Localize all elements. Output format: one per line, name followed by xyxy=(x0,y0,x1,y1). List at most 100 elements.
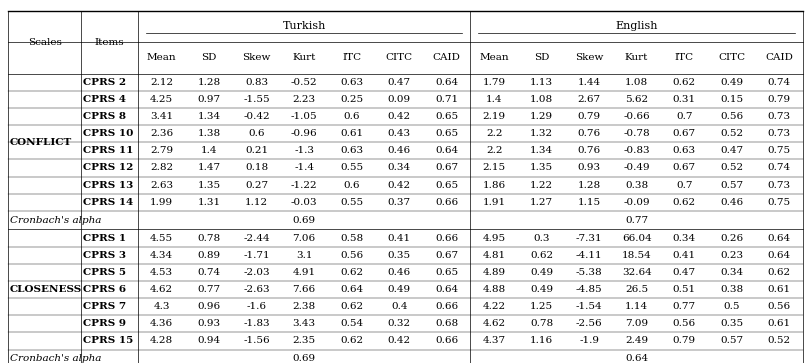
Text: 0.65: 0.65 xyxy=(435,268,458,277)
Text: 4.25: 4.25 xyxy=(150,95,174,104)
Text: 2.79: 2.79 xyxy=(150,146,174,155)
Text: 0.79: 0.79 xyxy=(767,95,791,104)
Text: 0.65: 0.65 xyxy=(435,129,458,138)
Text: 0.66: 0.66 xyxy=(435,198,458,207)
Text: 0.67: 0.67 xyxy=(672,129,696,138)
Text: 0.69: 0.69 xyxy=(293,354,315,363)
Text: 0.6: 0.6 xyxy=(343,112,360,121)
Text: 4.88: 4.88 xyxy=(483,285,506,294)
Text: 2.82: 2.82 xyxy=(150,163,174,172)
Text: CPRS 8: CPRS 8 xyxy=(83,112,126,121)
Text: -7.31: -7.31 xyxy=(576,233,603,242)
Text: 0.49: 0.49 xyxy=(530,268,553,277)
Text: -0.09: -0.09 xyxy=(624,198,650,207)
Text: 0.75: 0.75 xyxy=(767,146,791,155)
Text: -2.56: -2.56 xyxy=(576,319,603,328)
Text: 0.64: 0.64 xyxy=(435,78,458,87)
Text: 26.5: 26.5 xyxy=(625,285,648,294)
Text: 5.62: 5.62 xyxy=(625,95,648,104)
Text: 2.19: 2.19 xyxy=(483,112,506,121)
Text: 0.83: 0.83 xyxy=(245,78,268,87)
Text: 0.21: 0.21 xyxy=(245,146,268,155)
Text: 0.96: 0.96 xyxy=(198,302,221,311)
Text: 0.77: 0.77 xyxy=(625,216,648,225)
Text: 3.1: 3.1 xyxy=(296,251,312,260)
Text: 0.73: 0.73 xyxy=(767,112,791,121)
Text: 0.52: 0.52 xyxy=(767,337,791,346)
Text: 0.64: 0.64 xyxy=(767,251,791,260)
Text: 0.64: 0.64 xyxy=(340,285,363,294)
Text: 0.56: 0.56 xyxy=(767,302,791,311)
Text: 0.51: 0.51 xyxy=(672,285,696,294)
Text: Turkish: Turkish xyxy=(282,21,326,32)
Text: 0.46: 0.46 xyxy=(388,146,410,155)
Text: -0.49: -0.49 xyxy=(624,163,650,172)
Text: SD: SD xyxy=(534,53,549,62)
Text: CPRS 12: CPRS 12 xyxy=(83,163,133,172)
Text: CPRS 14: CPRS 14 xyxy=(83,198,133,207)
Text: 0.7: 0.7 xyxy=(676,112,693,121)
Text: 0.47: 0.47 xyxy=(388,78,410,87)
Text: 1.08: 1.08 xyxy=(625,78,648,87)
Text: 0.79: 0.79 xyxy=(577,112,601,121)
Text: 0.52: 0.52 xyxy=(720,129,743,138)
Text: 4.95: 4.95 xyxy=(483,233,506,242)
Text: 2.63: 2.63 xyxy=(150,181,174,189)
Text: 0.57: 0.57 xyxy=(720,337,743,346)
Text: -1.55: -1.55 xyxy=(243,95,270,104)
Text: 0.77: 0.77 xyxy=(198,285,221,294)
Text: 0.46: 0.46 xyxy=(388,268,410,277)
Text: 0.71: 0.71 xyxy=(435,95,458,104)
Text: 1.31: 1.31 xyxy=(198,198,221,207)
Text: CPRS 7: CPRS 7 xyxy=(83,302,126,311)
Text: CPRS 5: CPRS 5 xyxy=(83,268,126,277)
Text: 0.38: 0.38 xyxy=(625,181,648,189)
Text: ITC: ITC xyxy=(342,53,361,62)
Text: 1.4: 1.4 xyxy=(486,95,502,104)
Text: -1.83: -1.83 xyxy=(243,319,270,328)
Text: 0.66: 0.66 xyxy=(435,233,458,242)
Text: 3.41: 3.41 xyxy=(150,112,174,121)
Text: 2.15: 2.15 xyxy=(483,163,506,172)
Text: 4.22: 4.22 xyxy=(483,302,506,311)
Text: 0.52: 0.52 xyxy=(720,163,743,172)
Text: 0.66: 0.66 xyxy=(435,337,458,346)
Text: 0.73: 0.73 xyxy=(767,181,791,189)
Text: 0.42: 0.42 xyxy=(388,112,410,121)
Text: 1.4: 1.4 xyxy=(201,146,217,155)
Text: 2.2: 2.2 xyxy=(486,129,502,138)
Text: 1.27: 1.27 xyxy=(530,198,553,207)
Text: Mean: Mean xyxy=(479,53,509,62)
Text: 0.56: 0.56 xyxy=(672,319,696,328)
Text: Kurt: Kurt xyxy=(293,53,315,62)
Text: -4.85: -4.85 xyxy=(576,285,603,294)
Text: 1.47: 1.47 xyxy=(198,163,221,172)
Text: CPRS 3: CPRS 3 xyxy=(83,251,126,260)
Text: 4.36: 4.36 xyxy=(150,319,174,328)
Text: 1.08: 1.08 xyxy=(530,95,553,104)
Text: 0.32: 0.32 xyxy=(388,319,410,328)
Text: 0.47: 0.47 xyxy=(672,268,696,277)
Text: 2.67: 2.67 xyxy=(577,95,601,104)
Text: 0.34: 0.34 xyxy=(720,268,743,277)
Text: 4.81: 4.81 xyxy=(483,251,506,260)
Text: CPRS 4: CPRS 4 xyxy=(83,95,126,104)
Text: 0.64: 0.64 xyxy=(767,233,791,242)
Text: 0.31: 0.31 xyxy=(672,95,696,104)
Text: 0.5: 0.5 xyxy=(723,302,740,311)
Text: 0.41: 0.41 xyxy=(388,233,410,242)
Text: 0.79: 0.79 xyxy=(672,337,696,346)
Text: 0.47: 0.47 xyxy=(720,146,743,155)
Text: 0.89: 0.89 xyxy=(198,251,221,260)
Text: 1.35: 1.35 xyxy=(198,181,221,189)
Text: 1.99: 1.99 xyxy=(150,198,174,207)
Text: 0.25: 0.25 xyxy=(340,95,363,104)
Text: -0.66: -0.66 xyxy=(624,112,650,121)
Text: -0.52: -0.52 xyxy=(291,78,317,87)
Text: 4.53: 4.53 xyxy=(150,268,174,277)
Text: 0.54: 0.54 xyxy=(340,319,363,328)
Text: -1.54: -1.54 xyxy=(576,302,603,311)
Text: -2.44: -2.44 xyxy=(243,233,270,242)
Text: 0.41: 0.41 xyxy=(672,251,696,260)
Text: 1.35: 1.35 xyxy=(530,163,553,172)
